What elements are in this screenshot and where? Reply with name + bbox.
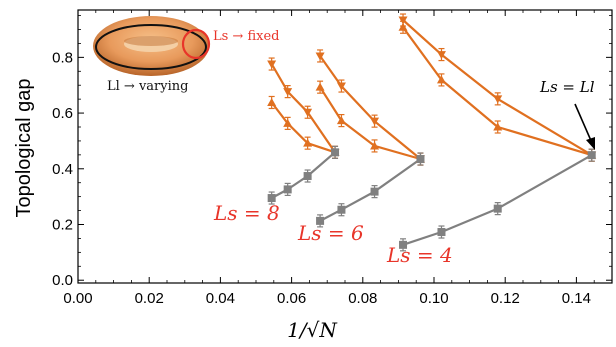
x-tick-label: 0.10 — [419, 290, 448, 307]
data-point — [370, 141, 380, 150]
x-tick-label: 0.08 — [348, 290, 377, 307]
x-tick-label: 0.14 — [562, 290, 591, 307]
x-tick-label: 0.02 — [135, 290, 164, 307]
data-point — [331, 148, 340, 157]
tick-layer: 0.00 0.02 0.04 0.06 0.08 0.10 0.12 0.14 0.0 0.2 0.… — [52, 10, 612, 307]
data-point — [267, 97, 277, 106]
data-point — [493, 95, 503, 104]
series-line-0 — [270, 63, 336, 153]
data-point — [315, 82, 325, 91]
annotation-arrow — [574, 103, 595, 150]
x-tick-label: 0.04 — [206, 290, 235, 307]
data-point — [283, 88, 293, 97]
series-line-1 — [270, 101, 336, 154]
data-point — [303, 138, 313, 147]
annotation-ls-ll: Ls = Ll — [539, 78, 595, 96]
series-line-4 — [319, 86, 421, 161]
torus-inset: Ls → fixed Ll → varying — [93, 16, 279, 94]
data-point — [283, 185, 292, 194]
data-point — [267, 60, 277, 69]
series-layer — [270, 19, 593, 246]
data-point — [399, 240, 408, 249]
data-point — [398, 22, 408, 31]
series-line-2 — [271, 151, 336, 199]
series-line-3 — [319, 55, 422, 160]
data-point — [493, 122, 503, 131]
annotation-ls-6: Ls = 6 — [297, 221, 364, 245]
y-tick-label: 0.2 — [52, 217, 73, 234]
data-point — [370, 187, 379, 196]
data-point — [370, 117, 380, 126]
data-point — [316, 216, 325, 225]
data-point — [336, 82, 346, 91]
x-tick-label: 0.00 — [63, 290, 92, 307]
data-point — [336, 116, 346, 125]
data-point — [303, 172, 312, 181]
data-point — [337, 205, 346, 214]
data-point — [416, 155, 425, 164]
y-tick-label: 0.8 — [52, 49, 73, 66]
annotation-ls-8: Ls = 8 — [213, 201, 280, 225]
short-cycle-loop — [181, 28, 211, 60]
data-point — [587, 151, 596, 160]
y-tick-label: 0.0 — [52, 272, 73, 289]
data-point — [283, 118, 293, 127]
data-point — [315, 52, 325, 61]
long-cycle-loop — [95, 24, 207, 70]
inset-label-varying: Ll → varying — [107, 79, 188, 94]
x-tick-label: 0.12 — [491, 290, 520, 307]
x-axis-title: 1/√N — [287, 318, 338, 342]
data-point — [493, 204, 502, 213]
y-tick-label: 0.6 — [52, 105, 73, 122]
data-point — [436, 75, 446, 84]
torus-inner-shadow — [124, 36, 178, 46]
data-point — [398, 16, 408, 25]
data-point — [267, 194, 276, 203]
y-axis-title: Topological gap — [13, 79, 35, 218]
series-line-5 — [319, 158, 422, 222]
marker-layer — [267, 13, 597, 252]
series-line-8 — [402, 154, 593, 246]
series-line-7 — [402, 26, 593, 157]
data-point — [436, 51, 446, 60]
x-tick-label: 0.06 — [277, 290, 306, 307]
data-point — [303, 108, 313, 117]
data-point — [437, 228, 446, 237]
series-line-6 — [402, 19, 593, 157]
inset-label-fixed: Ls → fixed — [213, 29, 279, 44]
y-tick-label: 0.4 — [52, 161, 73, 178]
annotation-ls-4: Ls = 4 — [386, 243, 453, 267]
